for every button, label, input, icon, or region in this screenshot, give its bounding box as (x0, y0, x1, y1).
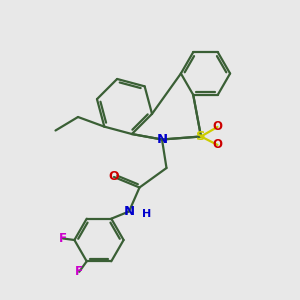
Text: H: H (142, 208, 152, 219)
Text: F: F (75, 265, 83, 278)
Text: O: O (212, 120, 223, 134)
Text: S: S (196, 130, 206, 143)
Text: O: O (109, 170, 119, 184)
Text: N: N (123, 205, 135, 218)
Text: F: F (59, 232, 67, 245)
Text: O: O (212, 138, 223, 152)
Text: N: N (156, 133, 168, 146)
